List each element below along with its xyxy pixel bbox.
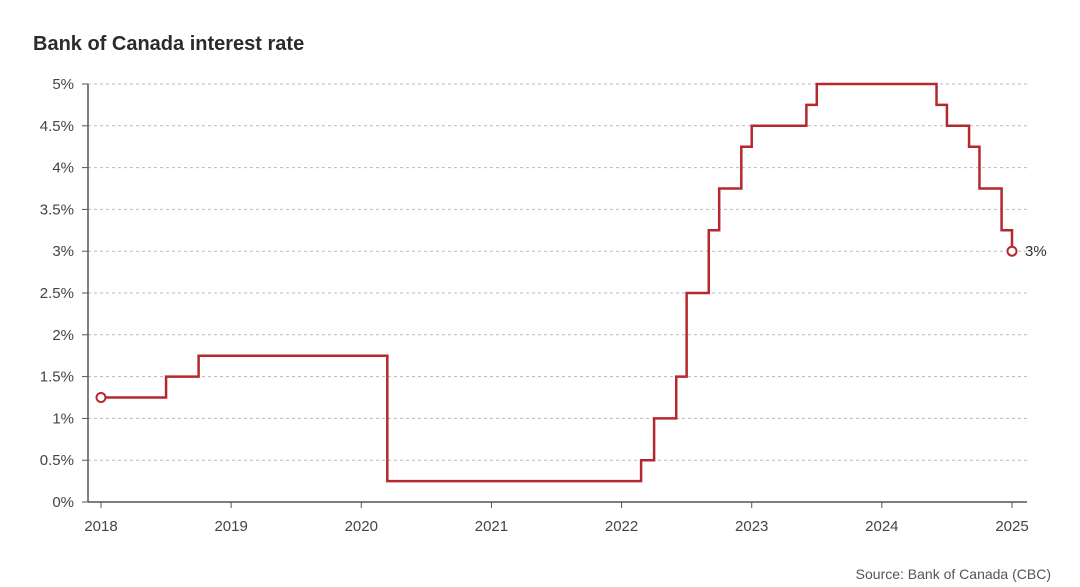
- y-tick-label: 5%: [52, 76, 74, 93]
- x-tick-label: 2018: [84, 518, 117, 535]
- x-tick-label: 2025: [995, 518, 1028, 535]
- x-tick-label: 2021: [475, 518, 508, 535]
- chart-title: Bank of Canada interest rate: [33, 33, 305, 55]
- source-note: Source: Bank of Canada (CBC): [855, 566, 1051, 582]
- y-tick-label: 0%: [52, 494, 74, 511]
- end-markers: 3%: [95, 243, 1047, 403]
- y-tick-label: 1%: [52, 410, 74, 427]
- y-tick-label: 1.5%: [40, 369, 74, 386]
- x-tick-label: 2024: [865, 518, 898, 535]
- end-value-label: 3%: [1025, 243, 1047, 260]
- y-tick-label: 2.5%: [40, 285, 74, 302]
- x-tick-label: 2019: [214, 518, 247, 535]
- start-point-marker: [95, 392, 107, 403]
- y-tick-label: 0.5%: [40, 452, 74, 469]
- x-tick-label: 2023: [735, 518, 768, 535]
- x-tick-label: 2022: [605, 518, 638, 535]
- y-tick-label: 2%: [52, 327, 74, 344]
- y-tick-label: 4.5%: [40, 118, 74, 135]
- interest-rate-step-line: [101, 82, 1014, 483]
- x-axis-ticks: 2018 2019 2020 2021 2022 2023 2024 2025: [84, 502, 1029, 535]
- x-tick-label: 2020: [345, 518, 378, 535]
- y-tick-label: 3%: [52, 243, 74, 260]
- end-point-marker: [1006, 245, 1018, 257]
- y-tick-label: 3.5%: [40, 201, 74, 218]
- y-axis-ticks: 0% 0.5% 1% 1.5% 2% 2.5% 3% 3.5% 4% 4.5% 5%: [40, 76, 88, 511]
- gridlines: [88, 83, 1027, 461]
- y-tick-label: 4%: [52, 160, 74, 177]
